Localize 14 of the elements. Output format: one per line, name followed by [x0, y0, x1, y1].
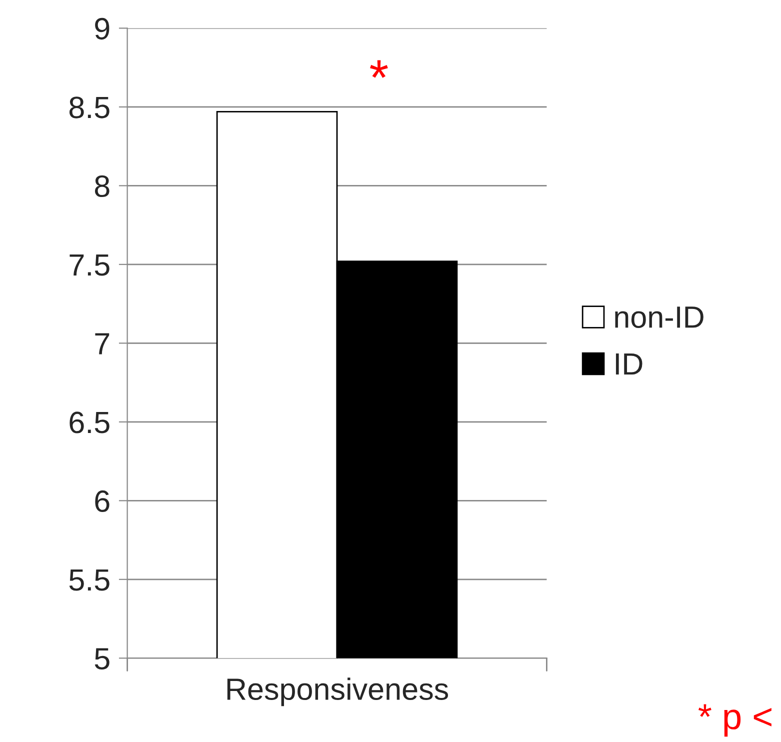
annotation: * — [370, 60, 388, 78]
x-tick-label: Responsiveness — [227, 678, 448, 706]
legend-label: ID — [616, 353, 642, 374]
y-tick-label: 5.5 — [69, 569, 110, 591]
legend-label: non-ID — [615, 306, 704, 328]
y-tick-label: 9 — [95, 18, 110, 40]
y-tick-label: 8 — [94, 175, 110, 198]
y-tick-label: 7 — [95, 333, 110, 354]
y-tick-label: 7.5 — [70, 254, 110, 276]
y-tick-label: 8.5 — [69, 96, 110, 118]
text: * p < — [698, 704, 772, 737]
y-tick-label: 6.5 — [70, 412, 110, 434]
y-tick-label: 5 — [94, 648, 110, 670]
y-tick-label: 6 — [95, 490, 110, 512]
